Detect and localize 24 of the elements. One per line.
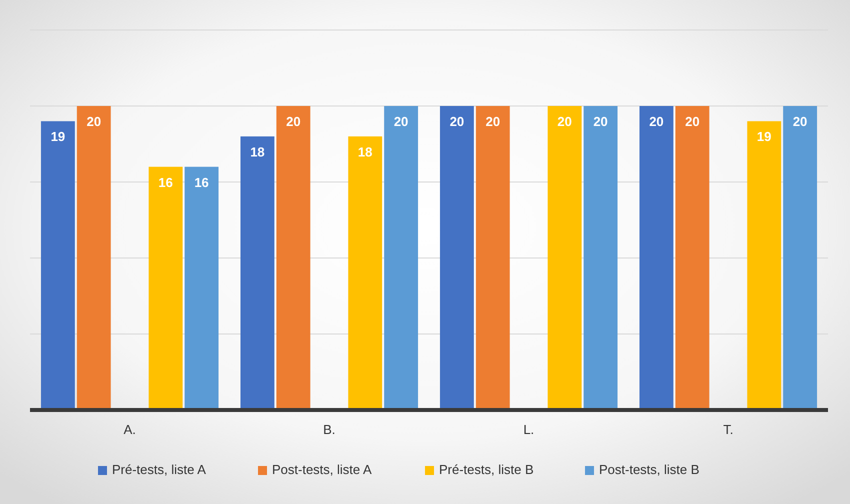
data-label: 16 [158,174,173,190]
data-label: 18 [358,144,372,160]
legend-label: Post-tests, liste A [272,462,372,477]
x-tick-label: B. [323,422,336,437]
data-label: 20 [649,114,664,129]
x-tick-label: T. [723,422,734,437]
data-label: 16 [194,174,209,190]
legend-label: Pré-tests, liste A [112,462,206,477]
data-label: 19 [50,129,66,144]
data-label: 20 [86,114,102,129]
legend-label: Post-tests, liste B [599,462,700,477]
data-label: 20 [792,114,808,129]
data-label: 20 [486,114,500,129]
data-label: 20 [394,114,408,129]
data-label: 19 [756,129,772,144]
data-label: 20 [450,114,464,129]
x-tick-label: L. [523,422,534,437]
data-label: 20 [685,114,700,129]
data-label: 20 [286,114,301,129]
legend-label: Pré-tests, liste B [439,462,534,477]
data-label: 20 [557,114,572,129]
data-label: 20 [593,114,608,129]
data-label: 18 [250,144,265,160]
x-tick-label: A. [124,422,136,437]
